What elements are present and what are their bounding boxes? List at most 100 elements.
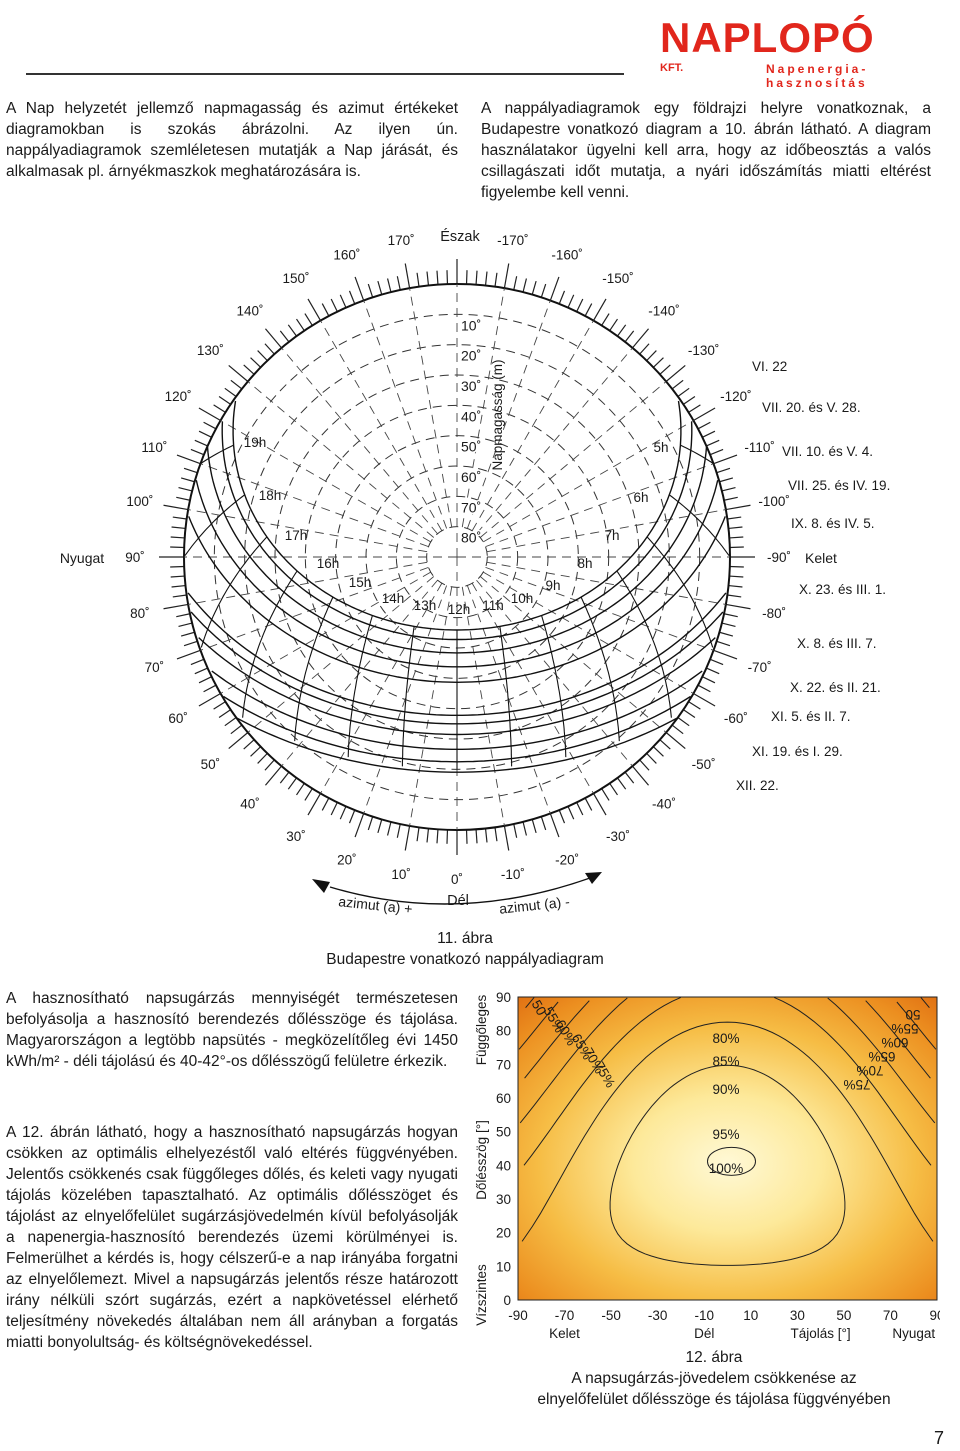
body-paragraph-1: A hasznosítható napsugárzás mennyiségét … xyxy=(6,990,458,1070)
altitude-label: 40˚ xyxy=(461,408,481,424)
azimuth-tick xyxy=(228,364,249,382)
azimuth-tick xyxy=(688,404,701,413)
azimuth-tick xyxy=(354,276,365,301)
azimuth-tick xyxy=(377,819,383,834)
azimuth-line xyxy=(363,300,448,529)
chart-frame xyxy=(517,996,938,1301)
azimuth-line xyxy=(220,571,431,694)
azimuth-tick xyxy=(652,357,664,368)
azimuth-tick xyxy=(665,732,686,750)
azimuth-tick xyxy=(228,732,249,750)
azimuth-label: 140˚ xyxy=(237,303,264,318)
contour-label-right: 60% xyxy=(881,1035,908,1050)
azimuth-tick xyxy=(218,709,232,718)
azimuth-tick xyxy=(713,649,738,660)
hour-label: 10h xyxy=(511,591,534,606)
azimuth-tick xyxy=(475,270,478,285)
azimuth-tick xyxy=(243,739,255,750)
contour-label: 50 xyxy=(529,997,550,1018)
azimuth-tick xyxy=(230,724,243,735)
azimuth-tick xyxy=(203,684,217,693)
azimuth-line xyxy=(486,561,726,605)
azimuth-label: -110˚ xyxy=(744,440,775,455)
azimuth-tick xyxy=(426,828,430,843)
azimuth-tick xyxy=(264,759,275,771)
azimuth-line xyxy=(188,509,428,553)
date-label: X. 8. és III. 7. xyxy=(797,636,877,651)
azimuth-tick xyxy=(213,404,226,413)
x-tick-label: -10 xyxy=(694,1308,714,1323)
azimuth-line xyxy=(409,288,453,528)
azimuth-tick xyxy=(531,819,537,834)
chart-background xyxy=(518,997,937,1300)
azimuth-line xyxy=(466,300,551,529)
azimuth-tick xyxy=(386,278,392,293)
azimuth-tick xyxy=(646,752,657,764)
azimuth-label: 80˚ xyxy=(130,606,150,621)
azimuth-line xyxy=(320,583,443,794)
azimuth-tick xyxy=(646,350,657,362)
figure12-caption: 12. ábra A napsugárzás-jövedelem csökken… xyxy=(488,1347,940,1410)
azimuth-tick xyxy=(558,809,566,824)
x-tick-label: 50 xyxy=(836,1308,851,1323)
contour-label-right: 70% xyxy=(856,1063,883,1078)
azimuth-tick xyxy=(218,396,232,405)
azimuth-plus-label: azimut (a) + xyxy=(338,893,414,917)
azimuth-line xyxy=(281,347,438,535)
azimuth-tick xyxy=(513,823,518,838)
azimuth-tick xyxy=(727,594,742,598)
azimuth-line xyxy=(200,566,429,651)
azimuth-label: -100˚ xyxy=(758,494,790,509)
azimuth-tick xyxy=(728,584,743,588)
azimuth-tick xyxy=(522,821,528,836)
x-tick-label: -30 xyxy=(648,1308,668,1323)
azimuth-tick xyxy=(592,793,607,816)
azimuth-tick xyxy=(198,430,212,438)
azimuth-tick xyxy=(172,516,187,520)
azimuth-tick xyxy=(616,324,627,337)
hour-line xyxy=(200,444,234,464)
hour-label: 6h xyxy=(633,490,648,505)
azimuth-tick xyxy=(584,797,593,811)
azimuth-line xyxy=(247,576,435,733)
date-label: XII. 22. xyxy=(736,778,779,793)
contour-optimum xyxy=(707,1146,756,1176)
hour-label: 13h xyxy=(414,598,437,613)
azimuth-label: -120˚ xyxy=(720,389,752,404)
azimuth-label: 0˚ xyxy=(451,872,463,887)
company-logo: NAPLOPÓ xyxy=(660,14,875,62)
y-word-vertical: Függőleges xyxy=(474,994,489,1065)
azimuth-tick xyxy=(513,276,518,291)
contour-line xyxy=(609,1064,846,1266)
azimuth-tick xyxy=(330,298,338,312)
intro-right-paragraph: A nappályadiagramok egy földrajzi helyre… xyxy=(481,100,931,201)
azimuth-tick xyxy=(377,280,383,295)
azimuth-tick xyxy=(176,613,191,618)
azimuth-tick xyxy=(719,477,734,483)
contour-label-right: 55% xyxy=(891,1021,918,1036)
azimuth-tick xyxy=(697,421,711,430)
azimuth-line xyxy=(471,583,594,794)
azimuth-tick xyxy=(706,439,720,447)
azimuth-tick xyxy=(531,280,537,295)
azimuth-tick xyxy=(287,324,298,337)
azimuth-label: -170˚ xyxy=(497,233,529,248)
y-tick-label: 60 xyxy=(496,1091,511,1106)
hour-label: 15h xyxy=(349,575,372,590)
azimuth-label: 110˚ xyxy=(141,440,167,455)
azimuth-tick xyxy=(307,298,322,321)
azimuth-tick xyxy=(639,759,650,771)
azimuth-tick xyxy=(198,407,221,422)
azimuth-label: 40˚ xyxy=(240,797,260,812)
date-label: XI. 19. és I. 29. xyxy=(752,744,843,759)
figure12-line1: A napsugárzás-jövedelem csökkenése az xyxy=(571,1370,857,1387)
azimuth-tick xyxy=(198,676,212,684)
date-label: VI. 22 xyxy=(752,359,787,374)
azimuth-tick xyxy=(567,806,575,820)
azimuth-tick xyxy=(584,303,593,317)
contour-line xyxy=(518,1001,937,1050)
azimuth-tick xyxy=(659,739,671,750)
azimuth-line xyxy=(461,586,505,826)
azimuth-label: 130˚ xyxy=(197,343,224,358)
